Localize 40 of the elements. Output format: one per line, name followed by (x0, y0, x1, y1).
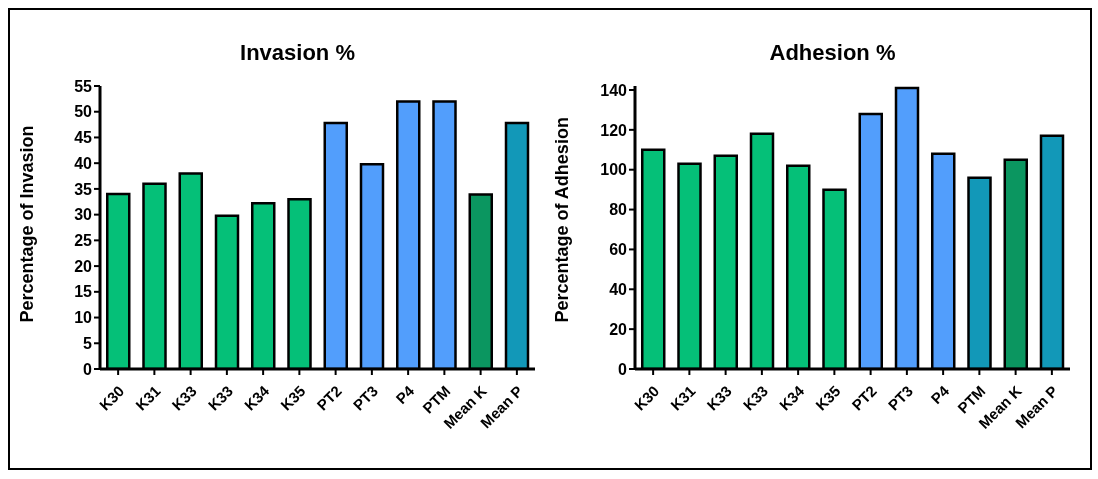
y-tick-label: 140 (600, 81, 628, 99)
x-tick-label: K30 (630, 382, 663, 414)
y-tick-label: 50 (74, 103, 93, 121)
chart-title: Invasion % (239, 40, 356, 67)
y-tick-label: 20 (609, 320, 628, 338)
x-tick-label: K34 (240, 381, 273, 414)
x-tick-label: K33 (168, 382, 200, 414)
y-tick-label: 15 (74, 283, 93, 301)
x-tick-label: K33 (739, 382, 772, 414)
y-tick-label: 5 (83, 334, 93, 352)
x-tick-label: P4 (392, 381, 418, 408)
x-tick-label: K30 (95, 382, 128, 414)
y-tick-label: 20 (74, 257, 93, 275)
x-tick-label: K31 (667, 382, 699, 414)
y-tick-label: 60 (609, 241, 628, 259)
x-tick-label: K33 (703, 382, 735, 414)
y-axis-title: Percentage of Adhesion (552, 117, 573, 323)
x-tick-label: PT2 (848, 382, 880, 414)
y-tick-label: 10 (74, 309, 93, 327)
y-tick-label: 40 (609, 280, 628, 298)
y-tick-label: 40 (74, 154, 93, 172)
y-tick-label: 25 (74, 232, 93, 250)
y-tick-label: 55 (74, 77, 93, 95)
x-tick-label: PT3 (349, 382, 382, 414)
y-tick-label: 0 (83, 360, 93, 378)
y-tick-label: 100 (600, 161, 628, 179)
x-tick-label: K34 (775, 381, 808, 414)
y-tick-label: 80 (609, 201, 628, 219)
x-tick-label: K33 (204, 382, 237, 414)
y-tick-label: 120 (600, 121, 628, 139)
x-tick-label: K31 (132, 382, 164, 414)
y-axis-title: Percentage of Invasion (17, 125, 38, 323)
y-tick-label: 45 (74, 129, 93, 147)
x-tick-label: P4 (927, 381, 953, 408)
x-tick-label: PT3 (884, 382, 917, 414)
chart-title: Adhesion % (768, 40, 897, 67)
y-tick-label: 0 (618, 360, 628, 378)
y-tick-label: 35 (74, 180, 93, 198)
x-tick-label: PT2 (313, 382, 345, 414)
y-tick-label: 30 (74, 206, 93, 224)
